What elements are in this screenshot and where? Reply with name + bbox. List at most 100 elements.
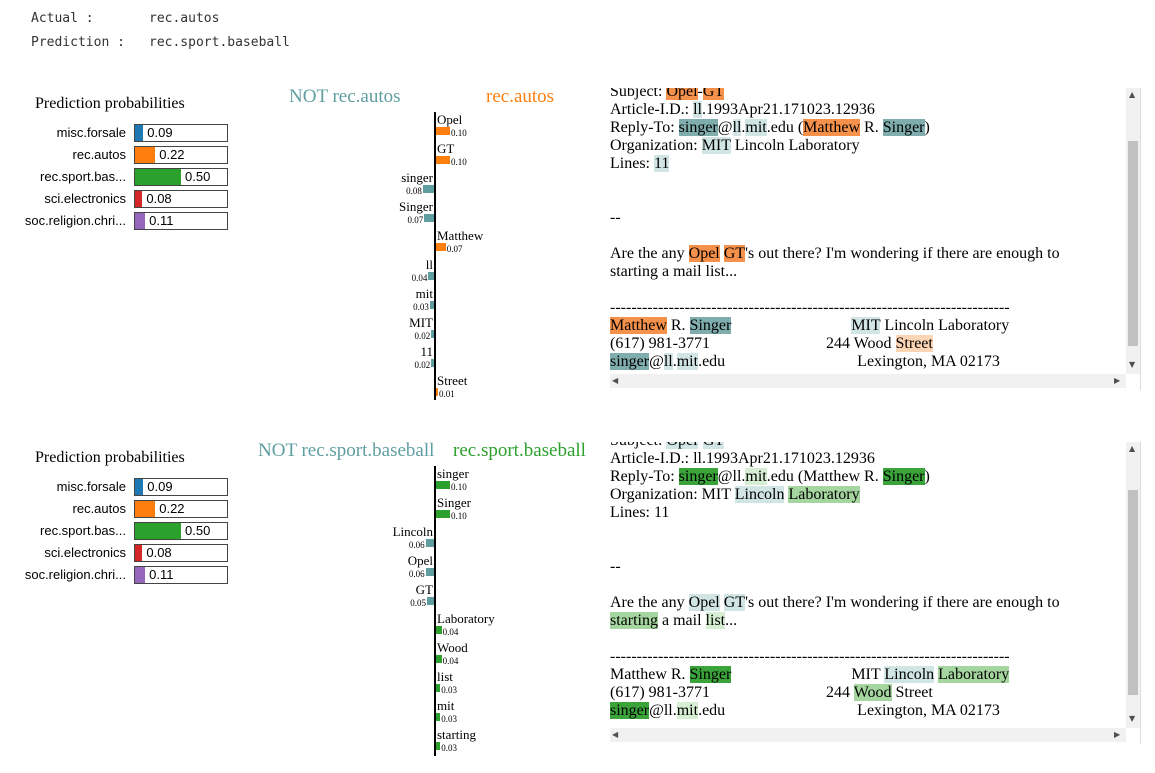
text-line: Organization: MIT Lincoln Laboratory: [610, 486, 1060, 504]
feature-word: GT: [437, 141, 455, 156]
prediction-key: Prediction :: [31, 35, 125, 50]
text-line: ----------------------------------------…: [610, 299, 1060, 317]
scroll-right-arrow-icon[interactable]: ▶: [1114, 730, 1121, 739]
feature-word: Laboratory: [437, 611, 495, 626]
vertical-scrollbar[interactable]: ▲ ▼: [1126, 88, 1140, 374]
probability-label: sci.electronics: [44, 545, 126, 560]
feature-weight-value: 0.03: [441, 685, 457, 695]
probability-value: 0.50: [185, 169, 211, 184]
feature-weight-value: 0.02: [414, 331, 431, 341]
text-segment: .edu Lexington, MA 02173: [698, 353, 1000, 370]
probability-value: 0.08: [146, 191, 172, 206]
horizontal-scrollbar[interactable]: ◀ ▶: [610, 374, 1126, 388]
text-line: [610, 576, 1060, 594]
text-segment: (617) 981-3771 244 Wood: [610, 335, 896, 352]
text-segment: Reply-To:: [610, 468, 679, 485]
vertical-scroll-thumb[interactable]: [1128, 141, 1138, 346]
text-segment: Organization:: [610, 137, 702, 154]
text-line: [610, 540, 1060, 558]
feature-word: Street: [437, 373, 468, 388]
probability-label: misc.forsale: [56, 125, 126, 140]
text-segment: ): [924, 119, 930, 136]
scroll-up-arrow-icon[interactable]: ▲: [1129, 90, 1136, 99]
feature-weights-chart: Opel 0.10 GT 0.10 singer 0.08 Singer 0.07 Matthe…: [330, 112, 570, 402]
text-segment: MIT: [731, 666, 885, 683]
probability-label: soc.religion.chri...: [24, 213, 126, 228]
text-line: Article-I.D.: ll.1993Apr21.171023.12936: [610, 450, 1060, 468]
text-line: starting a mail list...: [610, 263, 1060, 281]
highlighted-word: Matthew: [610, 317, 667, 334]
highlighted-word: ll: [663, 353, 673, 370]
feature-weight-value: 0.10: [451, 482, 467, 492]
chart-axis: [434, 466, 436, 756]
probability-bar: 0.09: [134, 478, 228, 496]
scroll-right-arrow-icon[interactable]: ▶: [1114, 376, 1121, 385]
scroll-down-arrow-icon[interactable]: ▼: [1129, 714, 1136, 723]
text-segment: Matthew R.: [610, 666, 690, 683]
feature-weight-value: 0.08: [406, 186, 422, 196]
probability-row: rec.sport.bas... 0.50: [0, 522, 240, 540]
text-segment: ----------------------------------------…: [610, 299, 1010, 316]
actual-value: rec.autos: [149, 11, 220, 26]
text-segment: R.: [666, 317, 690, 334]
text-segment: .edu Lexington, MA 02173: [698, 702, 1000, 719]
feature-bar: [425, 539, 434, 547]
text-segment: Organization: MIT: [610, 486, 735, 503]
feature-bar: [424, 214, 434, 222]
text-line: [610, 173, 1060, 191]
feature-word: mit: [437, 698, 455, 713]
probability-label: sci.electronics: [44, 191, 126, 206]
feature-weight-value: 0.04: [411, 273, 428, 283]
scroll-left-arrow-icon[interactable]: ◀: [612, 730, 619, 739]
text-segment: Are the any: [610, 594, 689, 611]
text-segment: Article-I.D.:: [610, 101, 694, 118]
feature-bar: [436, 481, 450, 489]
highlighted-word: Opel: [688, 594, 720, 611]
text-line: [610, 227, 1060, 245]
probability-value: 0.09: [147, 479, 173, 494]
feature-bar: [436, 655, 442, 663]
prediction-probabilities-title: Prediction probabilities: [35, 95, 185, 112]
highlighted-word: Singer: [882, 468, 925, 485]
probability-fill: [135, 523, 181, 539]
probability-fill: [135, 169, 181, 185]
probability-row: sci.electronics 0.08: [0, 544, 240, 562]
probability-fill: [135, 567, 146, 583]
feature-word: Opel: [437, 112, 463, 127]
scroll-up-arrow-icon[interactable]: ▲: [1129, 444, 1136, 453]
feature-bar: [422, 185, 434, 193]
text-line: Subject: Opel-GT: [610, 442, 1060, 450]
feature-weight-value: 0.10: [451, 511, 467, 521]
highlighted-word: Lincoln: [884, 666, 935, 683]
highlighted-word: mit: [745, 468, 767, 485]
probability-row: rec.autos 0.22: [0, 500, 240, 518]
feature-bar: [436, 156, 450, 164]
feature-word: ll: [425, 257, 433, 272]
probability-row: rec.autos 0.22: [0, 146, 240, 164]
vertical-scroll-thumb[interactable]: [1128, 490, 1138, 695]
probability-bar: 0.11: [134, 212, 228, 230]
probability-fill: [135, 213, 146, 229]
text-segment: --: [610, 209, 621, 226]
probability-value: 0.11: [149, 213, 174, 228]
text-segment: .edu (Matthew R.: [766, 468, 883, 485]
vertical-scrollbar[interactable]: ▲ ▼: [1126, 442, 1140, 728]
scroll-left-arrow-icon[interactable]: ◀: [612, 376, 619, 385]
highlighted-word: GT: [723, 245, 746, 262]
text-segment: 's out there? I'm wondering if there are…: [745, 594, 1060, 611]
scroll-down-arrow-icon[interactable]: ▼: [1129, 360, 1136, 369]
text-segment: @: [649, 353, 664, 370]
highlighted-word: GT: [702, 442, 725, 449]
text-segment: @ll.: [649, 702, 677, 719]
text-line: starting a mail list...: [610, 612, 1060, 630]
probability-fill: [135, 479, 144, 495]
horizontal-scrollbar[interactable]: ◀ ▶: [610, 728, 1126, 742]
text-line: Lines: 11: [610, 504, 1060, 522]
probability-label: rec.autos: [72, 501, 126, 516]
highlighted-word: Wood: [853, 684, 892, 701]
feature-weight-value: 0.05: [410, 598, 426, 608]
feature-weight-value: 0.10: [451, 157, 467, 167]
text-line: (617) 981-3771 244 Wood Street: [610, 335, 1060, 353]
